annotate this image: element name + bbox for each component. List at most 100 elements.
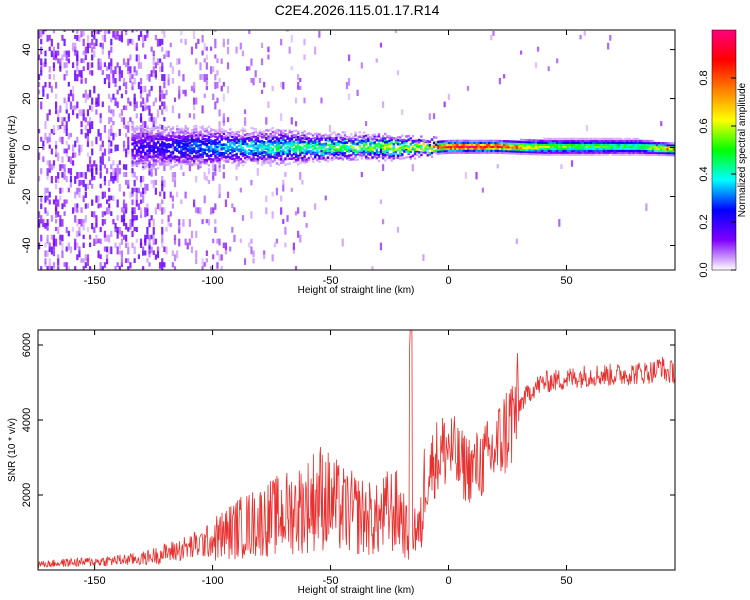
- spectrogram-cell: [116, 175, 119, 183]
- spectrogram-cell: [367, 134, 370, 138]
- spectrogram-cell: [498, 143, 502, 147]
- spectrogram-cell: [513, 148, 517, 151]
- spectrogram-cell: [110, 140, 113, 147]
- spectrogram-cell: [536, 149, 540, 152]
- spectrogram-cell: [530, 143, 534, 146]
- spectrogram-cell: [226, 153, 230, 156]
- spectrogram-cell: [52, 242, 56, 251]
- spectrogram-cell: [171, 172, 174, 177]
- spectrogram-cell: [488, 141, 491, 145]
- spectrogram-cell: [386, 146, 389, 149]
- spectrogram-cell: [218, 151, 221, 155]
- spectrogram-cell: [670, 142, 674, 145]
- spectrogram-cell: [360, 141, 364, 145]
- spectrogram-cell: [216, 262, 219, 269]
- spectrogram-cell: [218, 157, 221, 161]
- spectrogram-cell: [643, 151, 646, 154]
- spectrogram-cell: [54, 195, 58, 202]
- spectrogram-cell: [263, 158, 266, 162]
- spectrogram-cell: [609, 139, 612, 143]
- spectrogram-cell: [154, 137, 158, 140]
- spectrogram-cell: [505, 142, 508, 145]
- spectrogram-cell: [280, 141, 283, 145]
- spectrogram-cell: [125, 125, 128, 130]
- spectrogram-cell: [190, 157, 194, 160]
- spectrogram-cell: [401, 109, 404, 115]
- spectrogram-cell: [148, 141, 151, 145]
- spectrogram-cell: [161, 141, 164, 144]
- spectrogram-cell: [624, 147, 627, 150]
- spectrogram-cell: [40, 30, 43, 38]
- spectrogram-cell: [386, 135, 389, 138]
- spectrogram-cell: [195, 143, 198, 146]
- spectrogram-cell: [299, 234, 302, 243]
- spectrogram-cell: [220, 143, 224, 147]
- spectrogram-cell: [224, 199, 228, 208]
- spectrogram-cell: [144, 101, 147, 107]
- spectrogram-cell: [543, 151, 546, 154]
- spectrogram-cell: [305, 141, 308, 145]
- spectrogram-cell: [156, 150, 160, 153]
- spectrogram-cell: [560, 149, 563, 152]
- spectrogram-cell: [611, 149, 614, 152]
- spectrogram-cell: [199, 157, 202, 160]
- spectrogram-cell: [263, 81, 266, 88]
- spectrogram-cell: [280, 136, 283, 139]
- spectrogram-cell: [133, 157, 136, 160]
- spectrogram-cell: [226, 147, 230, 151]
- spectrogram-cell: [42, 62, 45, 68]
- spectrogram-cell: [263, 134, 266, 137]
- spectrogram-cell: [139, 150, 143, 153]
- spectrogram-cell: [466, 151, 470, 154]
- spectrogram-cell: [413, 148, 417, 151]
- spectrogram-cell: [311, 157, 315, 161]
- spectrogram-cell: [178, 139, 181, 143]
- spectrogram-cell: [602, 153, 606, 156]
- spectrogram-cell: [220, 254, 223, 261]
- spectrogram-cell: [193, 141, 196, 145]
- spectrogram-cell: [405, 141, 408, 144]
- spectrogram-cell: [475, 145, 478, 148]
- spectrogram-cell: [63, 128, 66, 134]
- spectrogram-cell: [159, 157, 162, 160]
- spectrogram-cell: [125, 89, 128, 95]
- spectrogram-cell: [515, 152, 519, 155]
- spectrogram-cell: [275, 153, 279, 156]
- spectrogram-cell: [171, 66, 174, 74]
- spectrogram-cell: [250, 211, 253, 219]
- spectrogram-cell: [142, 156, 145, 160]
- spectrogram-cell: [61, 187, 64, 193]
- spectrogram-cell: [44, 242, 47, 248]
- spectrogram-cell: [86, 34, 90, 42]
- spectrogram-cell: [161, 101, 164, 107]
- spectrogram-cell: [615, 149, 618, 152]
- spectrogram-cell: [154, 125, 158, 128]
- spectrogram-cell: [256, 159, 260, 162]
- spectrogram-cell: [159, 66, 162, 73]
- spectrogram-cell: [507, 140, 510, 143]
- spectrogram-cell: [144, 159, 147, 162]
- spectrogram-cell: [163, 54, 166, 59]
- spectrogram-cell: [54, 175, 58, 183]
- spectrogram-cell: [632, 145, 635, 148]
- spectrogram-cell: [530, 147, 534, 150]
- spectrogram-cell: [205, 219, 208, 224]
- spectrogram-cell: [195, 207, 198, 213]
- spectrogram-cell: [583, 139, 587, 143]
- spectrogram-cell: [647, 149, 650, 153]
- spectrogram-cell: [65, 246, 68, 252]
- spectrogram-cell: [235, 141, 238, 144]
- spectrogram-cell: [178, 70, 181, 77]
- spectrogram-cell: [116, 30, 119, 36]
- spectrogram-cell: [570, 145, 574, 148]
- spectrogram-cell: [271, 160, 274, 163]
- spectrogram-cell: [125, 132, 128, 138]
- spectrogram-cell: [190, 46, 194, 55]
- spectrogram-cell: [71, 42, 75, 51]
- spectrogram-cell: [290, 157, 294, 160]
- spectrogram-cell: [324, 152, 328, 155]
- spectrogram-cell: [267, 144, 270, 147]
- spectrogram-cell: [176, 250, 179, 259]
- spectrogram-cell: [114, 222, 117, 229]
